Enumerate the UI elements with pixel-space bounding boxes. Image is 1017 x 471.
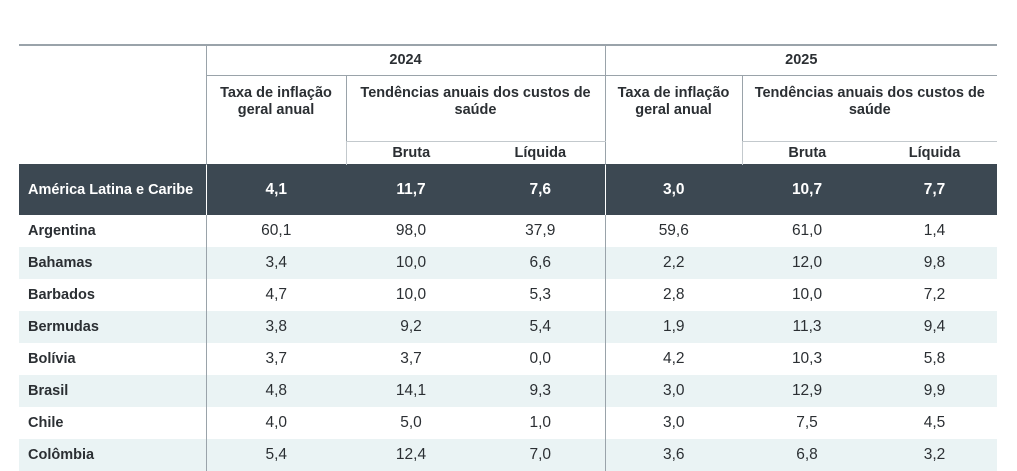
country-name: Bolívia (28, 351, 76, 367)
region-net-2024: 7,6 (476, 164, 606, 215)
inflation-2024: 3,8 (205, 311, 346, 343)
gross-header-2025: Bruta (741, 141, 873, 165)
net-2025: 9,4 (872, 311, 998, 343)
inflation-2025: 2,8 (604, 279, 743, 311)
trends-header-2024: Tendências anuais dos custos de saúde (345, 75, 606, 142)
gross-2024: 9,2 (346, 311, 476, 343)
net-2025: 7,2 (923, 286, 946, 303)
net-2025: 9,9 (872, 375, 998, 407)
gross-2024: 14,1 (346, 375, 476, 407)
gross-2024: 98,0 (395, 222, 427, 239)
net-header-2024: Líquida (514, 144, 567, 161)
gross-net-header-row: Bruta Líquida Bruta Líquida (19, 141, 997, 165)
region-inflation-2024: 4,1 (205, 164, 346, 215)
country-name: Bermudas (19, 311, 206, 343)
inflation-header-2025: Taxa de inflação geral anual (604, 75, 743, 165)
year-header-row: 2024 2025 (19, 44, 998, 76)
country-header-blank (19, 44, 206, 76)
subheader-row: Taxa de inflação geral anual Tendências … (19, 75, 998, 165)
net-2024: 37,9 (525, 222, 556, 239)
inflation-2024: 4,8 (205, 375, 346, 407)
country-subheader-blank (19, 76, 206, 142)
table-row: Bermudas 3,8 9,2 5,4 1,9 11,3 9,4 (19, 311, 998, 343)
region-inflation-2025: 3,0 (604, 164, 743, 215)
region-name: América Latina e Caribe (19, 164, 206, 215)
net-2024: 0,0 (529, 350, 552, 367)
net-2024: 5,3 (529, 286, 552, 303)
table-row: Brasil 4,8 14,1 9,3 3,0 12,9 9,9 (19, 375, 998, 407)
inflation-2024: 4,7 (205, 279, 346, 311)
country-name: Bahamas (19, 247, 206, 279)
inflation-2025: 59,6 (604, 215, 743, 247)
health-cost-table-wrapper: 2024 2025 Taxa de inflação geral anual T… (19, 44, 998, 471)
inflation-2024: 3,7 (205, 343, 346, 375)
region-net-2025: 7,7 (872, 164, 998, 215)
net-2025: 4,5 (923, 414, 946, 431)
table-row: Barbados 4,7 10,0 5,3 2,8 10,0 7,2 (19, 279, 997, 311)
gross-2025: 61,0 (791, 222, 823, 239)
net-2024: 6,6 (476, 247, 606, 279)
inflation-2025: 3,0 (604, 407, 743, 439)
table-row: Chile 4,0 5,0 1,0 3,0 7,5 4,5 (19, 407, 997, 439)
inflation-2025: 4,2 (604, 343, 743, 375)
gross-2024: 3,7 (400, 350, 422, 367)
net-2024: 1,0 (529, 414, 552, 431)
net-2025: 5,8 (923, 350, 946, 367)
inflation-2025: 1,9 (604, 311, 743, 343)
table-row: Bolívia 3,7 3,7 0,0 4,2 10,3 5,8 (19, 343, 997, 375)
gross-2024: 5,0 (400, 414, 422, 431)
gross-2025: 10,3 (791, 350, 823, 367)
region-row: América Latina e Caribe 4,1 11,7 7,6 3,0… (19, 164, 998, 215)
country-name: Barbados (28, 287, 95, 303)
gross-2025: 10,0 (791, 286, 823, 303)
net-2024: 9,3 (476, 375, 606, 407)
year-header-2024: 2024 (205, 44, 606, 76)
gross-2025: 11,3 (742, 311, 873, 343)
country-name: Argentina (28, 223, 96, 239)
table-row: Argentina 60,1 98,0 37,9 59,6 61,0 1,4 (19, 215, 997, 247)
trends-header-2025: Tendências anuais dos custos de saúde (741, 75, 998, 142)
net-header-2025: Líquida (908, 144, 961, 161)
net-2024: 5,4 (476, 311, 606, 343)
gross-2024: 10,0 (346, 247, 476, 279)
inflation-2025: 2,2 (604, 247, 743, 279)
inflation-2025: 3,0 (604, 375, 743, 407)
gross-2024: 10,0 (395, 286, 427, 303)
gross-2025: 12,9 (742, 375, 873, 407)
inflation-2024: 3,4 (205, 247, 346, 279)
inflation-2024: 4,0 (205, 407, 346, 439)
country-name: Chile (28, 415, 64, 431)
table-row: Bahamas 3,4 10,0 6,6 2,2 12,0 9,8 (19, 247, 998, 279)
inflation-header-2024: Taxa de inflação geral anual (205, 75, 346, 165)
region-gross-2025: 10,7 (742, 164, 873, 215)
country-name: Brasil (19, 375, 206, 407)
gross-2025: 12,0 (742, 247, 873, 279)
gross-2025: 7,5 (796, 414, 818, 431)
country-third-blank (19, 142, 206, 165)
net-2025: 1,4 (923, 222, 946, 239)
gross-header-2024: Bruta (345, 141, 476, 165)
net-2025: 9,8 (872, 247, 998, 279)
region-gross-2024: 11,7 (346, 164, 476, 215)
health-cost-trends-table: 2024 2025 Taxa de inflação geral anual T… (19, 44, 998, 471)
year-header-2025: 2025 (604, 44, 998, 76)
inflation-2024: 60,1 (205, 215, 346, 247)
